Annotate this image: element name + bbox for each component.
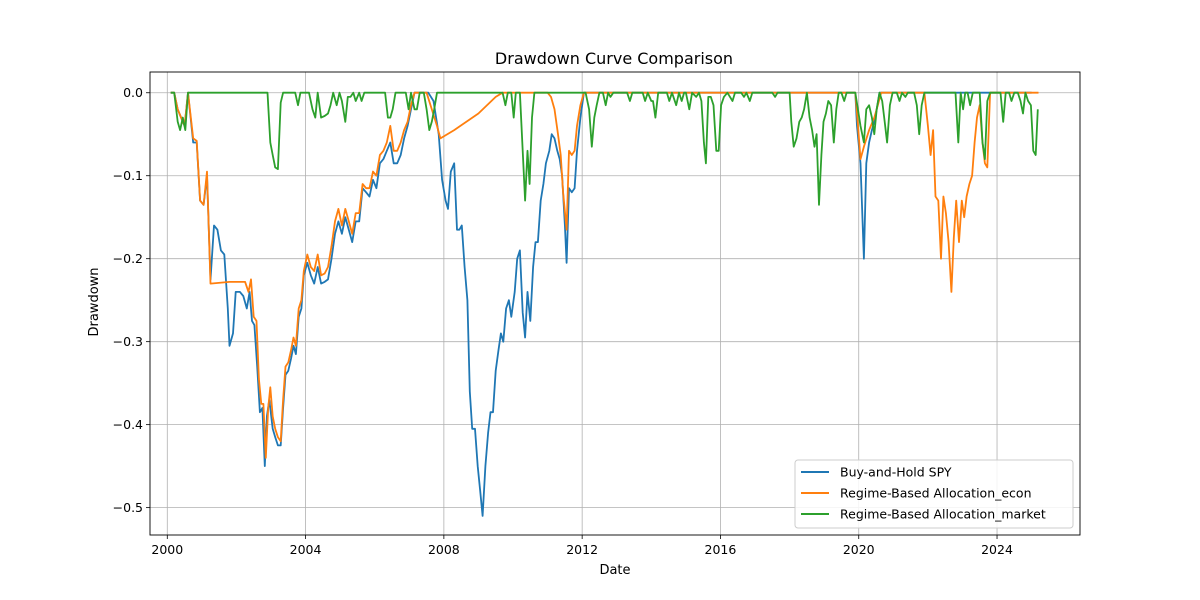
y-tick-label: −0.5 <box>113 500 143 515</box>
legend-label-market: Regime-Based Allocation_market <box>840 507 1046 522</box>
y-axis-label: Drawdown <box>87 267 102 336</box>
x-tick-label: 2020 <box>843 542 875 557</box>
x-tick-label: 2016 <box>705 542 737 557</box>
y-tick-label: −0.4 <box>113 417 143 432</box>
legend-label-econ: Regime-Based Allocation_econ <box>840 486 1032 501</box>
x-tick-label: 2024 <box>981 542 1013 557</box>
x-tick-label: 2000 <box>151 542 183 557</box>
x-tick-label: 2012 <box>566 542 598 557</box>
y-tick-label: −0.3 <box>113 334 143 349</box>
series-line-buy-and-hold-spy <box>170 91 1032 517</box>
x-axis-label: Date <box>599 563 630 578</box>
y-tick-label: 0.0 <box>123 85 143 100</box>
chart-title: Drawdown Curve Comparison <box>495 49 733 68</box>
y-tick-label: −0.2 <box>113 251 143 266</box>
legend-label-spy: Buy-and-Hold SPY <box>840 465 952 480</box>
series-lines <box>170 91 1039 517</box>
x-tick-label: 2004 <box>290 542 322 557</box>
axis-ticks: 2000 2004 2008 2012 2016 2020 2024 0.0 −0.1 −0.2 −… <box>113 85 1013 557</box>
x-tick-label: 2008 <box>428 542 460 557</box>
legend-box <box>794 459 1074 529</box>
series-line-regime-market <box>170 91 1039 206</box>
y-tick-label: −0.1 <box>113 168 143 183</box>
plot-area-frame <box>149 71 1081 536</box>
legend: Buy-and-Hold SPY Regime-Based Allocation… <box>794 459 1074 529</box>
